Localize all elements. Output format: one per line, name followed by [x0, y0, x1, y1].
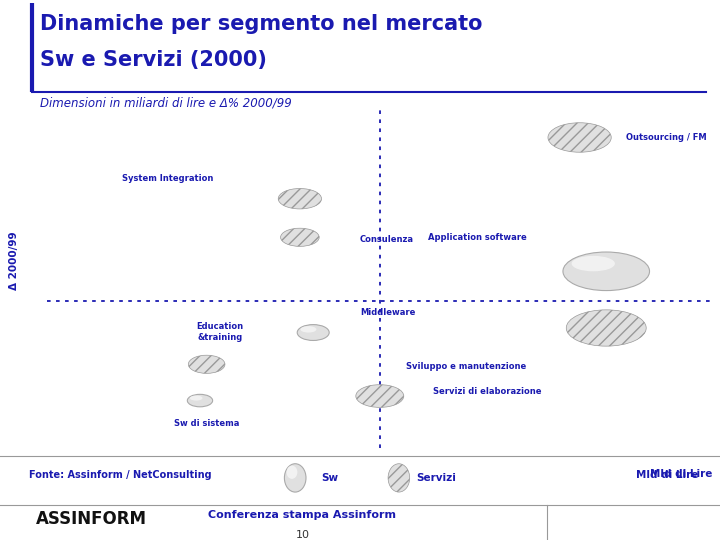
Text: Education
&training: Education &training: [197, 322, 243, 342]
Ellipse shape: [281, 228, 319, 246]
Text: Mld di Lire: Mld di Lire: [650, 469, 713, 478]
Ellipse shape: [284, 464, 306, 492]
Ellipse shape: [566, 310, 647, 346]
Text: Δ 2000/99: Δ 2000/99: [9, 232, 19, 291]
Text: Fonte: Assinform / NetConsulting: Fonte: Assinform / NetConsulting: [29, 470, 212, 480]
Ellipse shape: [388, 464, 410, 492]
Ellipse shape: [297, 325, 329, 341]
Ellipse shape: [548, 123, 611, 152]
Ellipse shape: [300, 326, 316, 333]
Text: Dimensioni in miliardi di lire e Δ% 2000/99: Dimensioni in miliardi di lire e Δ% 2000…: [40, 96, 292, 109]
Text: Application software: Application software: [428, 233, 526, 242]
Text: Middleware: Middleware: [360, 308, 415, 316]
Text: Sw di sistema: Sw di sistema: [174, 418, 239, 428]
Text: Mld di Lire: Mld di Lire: [636, 470, 698, 480]
Text: Dinamiche per segmento nel mercato: Dinamiche per segmento nel mercato: [40, 14, 482, 33]
Text: Servizi: Servizi: [416, 473, 456, 483]
Ellipse shape: [572, 256, 615, 271]
Text: ASSINFORM: ASSINFORM: [36, 510, 147, 528]
Text: 10: 10: [295, 530, 310, 540]
Text: Sviluppo e manutenzione: Sviluppo e manutenzione: [406, 362, 526, 371]
Ellipse shape: [189, 355, 225, 373]
Text: Outsourcing / FM: Outsourcing / FM: [626, 133, 707, 142]
Ellipse shape: [356, 384, 404, 407]
Ellipse shape: [187, 394, 212, 407]
Ellipse shape: [278, 188, 322, 209]
Text: Sw: Sw: [321, 473, 338, 483]
Ellipse shape: [190, 396, 202, 401]
Ellipse shape: [287, 465, 297, 479]
Text: Sw e Servizi (2000): Sw e Servizi (2000): [40, 50, 266, 70]
Text: System Integration: System Integration: [122, 174, 213, 183]
Text: Consulenza: Consulenza: [360, 235, 414, 244]
Text: Servizi di elaborazione: Servizi di elaborazione: [433, 387, 541, 396]
Text: Conferenza stampa Assinform: Conferenza stampa Assinform: [208, 510, 397, 521]
Ellipse shape: [563, 252, 649, 291]
